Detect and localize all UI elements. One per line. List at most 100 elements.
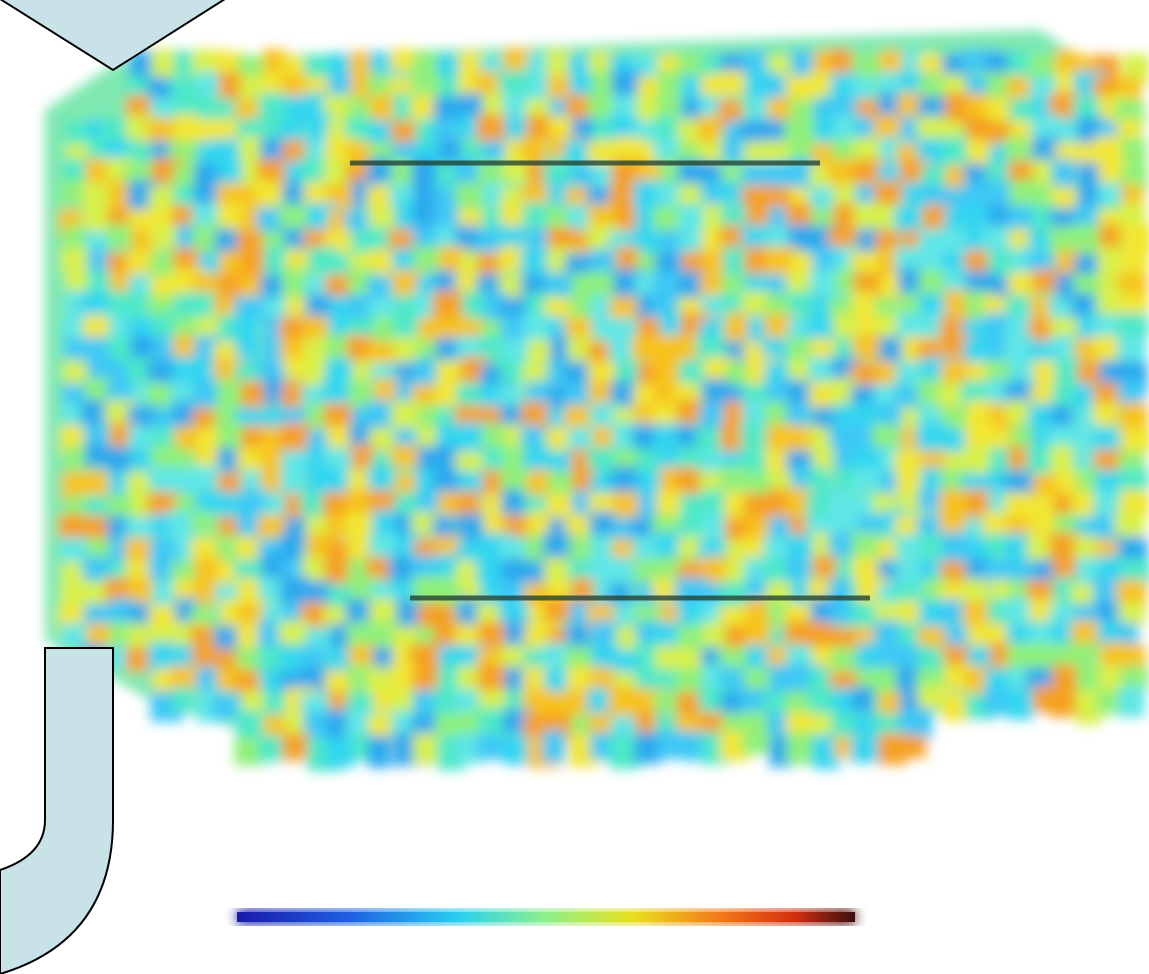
heat-cell: [477, 735, 504, 760]
heat-cell: [918, 646, 941, 671]
heat-cell: [368, 736, 391, 768]
heat-cell: [701, 513, 724, 541]
heat-cell: [614, 492, 641, 517]
heat-cell: [872, 424, 898, 446]
heat-cell: [1098, 183, 1121, 205]
heat-cell: [259, 93, 285, 121]
heat-cell: [523, 666, 548, 692]
heat-cell: [591, 534, 614, 558]
heat-cell: [86, 623, 113, 648]
heat-cell: [196, 667, 219, 689]
heat-cell: [1027, 643, 1051, 669]
heat-cell: [698, 115, 721, 142]
heat-cell: [279, 204, 310, 226]
heat-cell: [172, 687, 194, 711]
heat-cell: [58, 514, 84, 540]
heat-cell: [325, 738, 355, 768]
heat-cell: [542, 730, 565, 763]
heat-cell: [897, 313, 921, 338]
heat-cell: [523, 203, 551, 225]
heat-cell: [982, 226, 1010, 254]
heat-cell: [63, 226, 88, 251]
heat-cell: [654, 424, 681, 451]
heat-cell: [696, 337, 723, 360]
heat-cell: [1117, 644, 1146, 667]
heat-cell: [500, 537, 524, 560]
heat-cell: [82, 557, 111, 580]
heat-cell: [477, 115, 506, 142]
heat-cell: [499, 359, 524, 382]
heat-cell: [940, 600, 964, 623]
heat-cell: [806, 319, 832, 342]
heat-cell: [1093, 402, 1116, 426]
heat-cell: [721, 466, 748, 489]
heat-cell: [679, 360, 702, 387]
heat-cell: [788, 224, 811, 250]
heat-cell: [1121, 666, 1149, 689]
heat-cell: [831, 648, 855, 670]
heat-cell: [745, 621, 773, 648]
heat-cell: [367, 185, 394, 210]
heat-cell: [60, 180, 86, 203]
heat-cell: [197, 72, 220, 97]
heat-cell: [434, 576, 457, 605]
heat-cell: [834, 313, 857, 337]
heat-cell: [920, 534, 945, 557]
heat-cell: [566, 382, 589, 405]
colorbar-core: [237, 912, 855, 922]
heat-cell: [241, 247, 263, 278]
heat-cell: [256, 180, 280, 205]
heat-cell: [547, 205, 569, 231]
heat-cell: [432, 118, 455, 140]
heat-cell: [852, 557, 881, 580]
heat-cell: [967, 139, 989, 167]
heat-cell: [282, 733, 310, 760]
heat-cell: [1071, 620, 1098, 643]
heat-cell: [788, 292, 815, 316]
heat-cell: [1050, 445, 1073, 473]
heat-cell: [302, 362, 324, 388]
heat-cell: [374, 316, 396, 344]
heat-cell: [483, 448, 506, 471]
heat-cell: [963, 579, 987, 604]
heat-cell: [829, 49, 852, 72]
heat-cell: [740, 422, 768, 447]
heat-cell: [941, 361, 973, 384]
heat-cell: [652, 271, 678, 297]
screenshot: [0, 0, 1149, 974]
heat-cell: [545, 598, 572, 621]
heat-cell: [1119, 686, 1145, 717]
heat-cell: [725, 312, 748, 340]
heat-cell: [1049, 692, 1081, 716]
heat-cell: [549, 116, 572, 138]
heat-cell: [564, 362, 588, 385]
heat-cell: [81, 400, 105, 426]
heat-cell: [527, 340, 551, 363]
heat-cell: [590, 249, 614, 275]
heat-cell: [501, 490, 523, 516]
heat-cell: [1119, 380, 1143, 405]
heat-cell: [85, 444, 109, 467]
heat-cell: [720, 71, 744, 94]
heat-cell: [1120, 428, 1149, 452]
heat-cell: [457, 666, 481, 693]
heat-cell: [1005, 533, 1028, 563]
heat-cell: [391, 445, 420, 467]
heat-cell: [834, 468, 857, 492]
heat-cell: [501, 314, 525, 339]
heat-cell: [918, 294, 947, 317]
heat-cell: [966, 400, 991, 426]
heat-cell: [853, 137, 880, 161]
heat-cell: [853, 203, 878, 230]
heat-cell: [874, 621, 900, 644]
heat-cell: [455, 183, 487, 208]
heat-cell: [1117, 313, 1149, 337]
heat-cell: [258, 735, 284, 761]
heat-cell: [786, 555, 809, 579]
heat-cell: [84, 423, 108, 448]
heat-cell: [564, 405, 589, 430]
heat-cell: [237, 671, 259, 693]
heat-cell: [657, 730, 684, 759]
heat-cell: [147, 118, 174, 142]
heat-cell: [850, 737, 881, 763]
